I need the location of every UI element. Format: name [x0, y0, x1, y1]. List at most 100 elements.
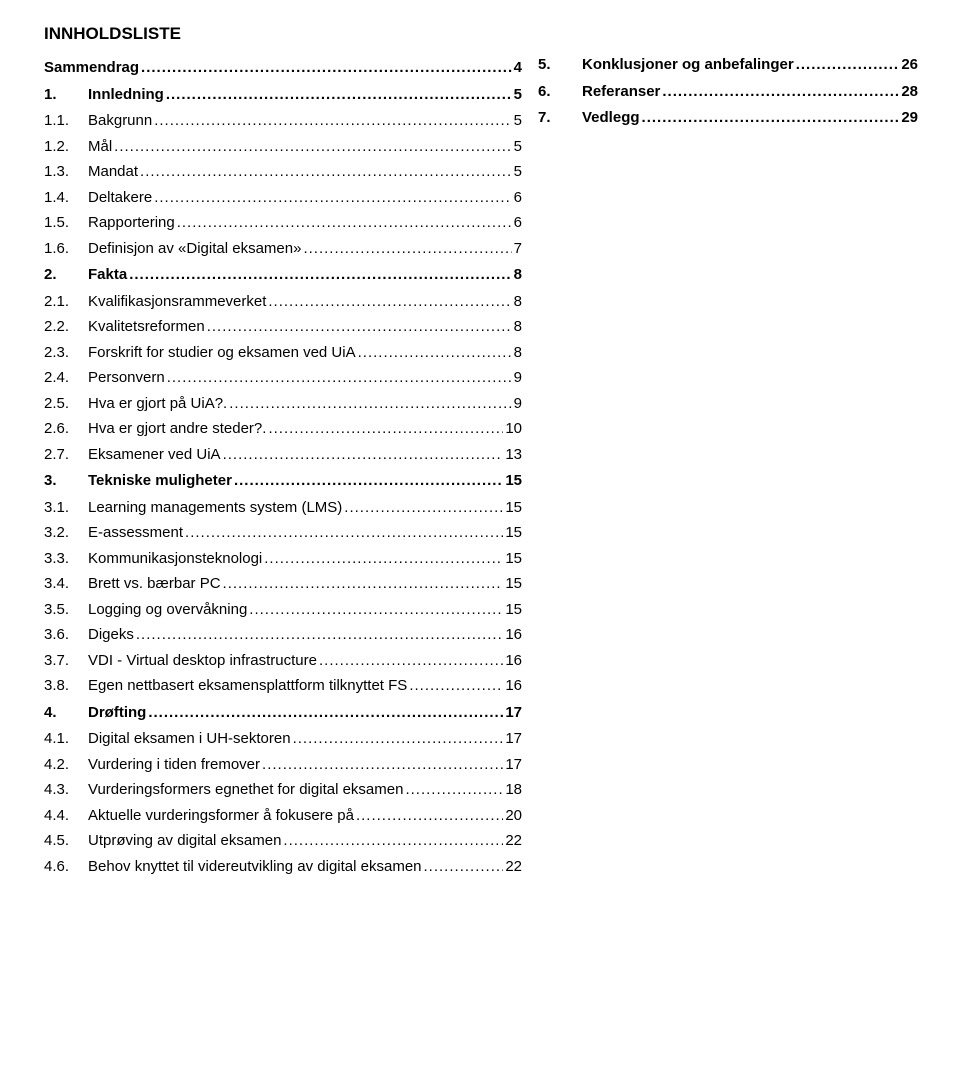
toc-entry: 2.Fakta8	[44, 267, 522, 284]
toc-entry-number: 2.1.	[44, 294, 88, 311]
toc-entry-leader	[129, 267, 511, 284]
toc-entry: 1.Innledning5	[44, 87, 522, 104]
toc-entry-leader	[642, 110, 900, 127]
toc-entry-page: 20	[505, 808, 522, 825]
toc-entry: 6.Referanser28	[538, 84, 918, 101]
toc-entry-number: 3.6.	[44, 627, 88, 644]
toc-entry-page: 15	[505, 551, 522, 568]
toc-entry-page: 29	[901, 110, 918, 127]
toc-entry-page: 9	[514, 396, 522, 413]
toc-entry-label: Definisjon av «Digital eksamen»	[88, 241, 301, 258]
toc-entry: 3.8.Egen nettbasert eksamensplattform ti…	[44, 678, 522, 695]
toc-right-list: 5.Konklusjoner og anbefalinger26 6.Refera…	[538, 57, 918, 137]
toc-entry: 2.4.Personvern9	[44, 370, 522, 387]
toc-entry: 1.6.Definisjon av «Digital eksamen» 7	[44, 241, 522, 258]
toc-entry-label: Aktuelle vurderingsformer å fokusere på	[88, 808, 354, 825]
toc-entry: 1.4.Deltakere 6	[44, 190, 522, 207]
toc-entry-page: 8	[514, 319, 522, 336]
toc-entry-label: Deltakere	[88, 190, 152, 207]
toc-entry-leader	[166, 87, 512, 104]
toc-entry: 3.3.Kommunikasjonsteknologi 15	[44, 551, 522, 568]
toc-entry-number: 2.5.	[44, 396, 88, 413]
toc-entry-page: 8	[514, 294, 522, 311]
toc-entry: 4.3.Vurderingsformers egnethet for digit…	[44, 782, 522, 799]
toc-entry-page: 5	[514, 113, 522, 130]
toc-entry-page: 17	[505, 705, 522, 722]
toc-entry-number: 4.6.	[44, 859, 88, 876]
toc-entry-leader	[185, 525, 503, 542]
toc-entry-label: Learning managements system (LMS)	[88, 500, 342, 517]
toc-entry-label: Hva er gjort på UiA?.	[88, 396, 227, 413]
toc-entry: Sammendrag 4	[44, 60, 522, 77]
toc-entry-page: 17	[505, 731, 522, 748]
toc-entry-page: 4	[514, 60, 522, 77]
toc-entry-page: 9	[514, 370, 522, 387]
toc-entry-number: 1.2.	[44, 139, 88, 156]
toc-entry-number: 1.3.	[44, 164, 88, 181]
toc-entry-label: Personvern	[88, 370, 165, 387]
toc-entry-number: 3.	[44, 473, 88, 490]
toc-entry-page: 10	[505, 421, 522, 438]
toc-entry-page: 6	[514, 215, 522, 232]
toc-entry-leader	[229, 396, 511, 413]
toc-entry-label: Kommunikasjonsteknologi	[88, 551, 262, 568]
toc-entry-label: Utprøving av digital eksamen	[88, 833, 281, 850]
toc-entry-leader	[114, 139, 511, 156]
toc-entry-leader	[264, 551, 503, 568]
toc-entry: 2.7.Eksamener ved UiA13	[44, 447, 522, 464]
toc-entry: 1.3.Mandat5	[44, 164, 522, 181]
toc-entry-page: 15	[505, 473, 522, 490]
toc-entry: 4.2.Vurdering i tiden fremover17	[44, 757, 522, 774]
toc-entry-leader	[319, 653, 503, 670]
toc-right-column: 5.Konklusjoner og anbefalinger26 6.Refera…	[538, 24, 918, 1050]
toc-entry-page: 5	[514, 87, 522, 104]
toc-entry-leader	[358, 345, 512, 362]
toc-entry-leader	[405, 782, 503, 799]
toc-entry-label: Vurderingsformers egnethet for digital e…	[88, 782, 403, 799]
toc-left-column: INNHOLDSLISTE Sammendrag 4 1.Innledning5 1.…	[44, 24, 522, 1050]
toc-entry-number: 3.7.	[44, 653, 88, 670]
toc-entry-label: Sammendrag	[44, 60, 139, 77]
toc-entry: 1.2.Mål5	[44, 139, 522, 156]
toc-entry-label: Egen nettbasert eksamensplattform tilkny…	[88, 678, 407, 695]
toc-entry-number: 4.2.	[44, 757, 88, 774]
toc-entry: 1.1.Bakgrunn5	[44, 113, 522, 130]
toc-entry-label: Kvalitetsreformen	[88, 319, 205, 336]
toc-entry: 7.Vedlegg29	[538, 110, 918, 127]
toc-entry-number: 3.8.	[44, 678, 88, 695]
toc-entry-page: 15	[505, 500, 522, 517]
toc-entry: 4.4.Aktuelle vurderingsformer å fokusere…	[44, 808, 522, 825]
toc-entry-leader	[424, 859, 504, 876]
toc-heading: INNHOLDSLISTE	[44, 24, 522, 44]
toc-entry-number: 2.7.	[44, 447, 88, 464]
toc-entry-number: 4.3.	[44, 782, 88, 799]
toc-entry-label: E-assessment	[88, 525, 183, 542]
toc-entry: 4.Drøfting17	[44, 705, 522, 722]
toc-entry-label: Tekniske muligheter	[88, 473, 232, 490]
toc-entry-number: 3.1.	[44, 500, 88, 517]
toc-entry-leader	[148, 705, 503, 722]
toc-entry-label: Konklusjoner og anbefalinger	[582, 57, 794, 74]
toc-entry: 2.3.Forskrift for studier og eksamen ved…	[44, 345, 522, 362]
toc-entry-number: 3.2.	[44, 525, 88, 542]
toc-entry-page: 7	[514, 241, 522, 258]
toc-entry-number: 1.4.	[44, 190, 88, 207]
toc-entry: 4.5.Utprøving av digital eksamen22	[44, 833, 522, 850]
toc-entry-page: 6	[514, 190, 522, 207]
toc-entry-number: 5.	[538, 57, 582, 74]
toc-entry: 5.Konklusjoner og anbefalinger26	[538, 57, 918, 74]
toc-entry-number: 3.3.	[44, 551, 88, 568]
toc-entry-number: 3.4.	[44, 576, 88, 593]
toc-entry-label: Referanser	[582, 84, 660, 101]
toc-entry-number: 4.4.	[44, 808, 88, 825]
toc-entry: 3.Tekniske muligheter 15	[44, 473, 522, 490]
toc-entry-number: 1.6.	[44, 241, 88, 258]
toc-entry: 1.5.Rapportering6	[44, 215, 522, 232]
toc-entry-label: VDI - Virtual desktop infrastructure	[88, 653, 317, 670]
toc-entry-page: 15	[505, 602, 522, 619]
toc-entry-leader	[249, 602, 503, 619]
toc-entry: 4.1.Digital eksamen i UH-sektoren17	[44, 731, 522, 748]
toc-entry: 4.6.Behov knyttet til videreutvikling av…	[44, 859, 522, 876]
toc-entry-leader	[177, 215, 512, 232]
toc-entry-leader	[154, 113, 511, 130]
